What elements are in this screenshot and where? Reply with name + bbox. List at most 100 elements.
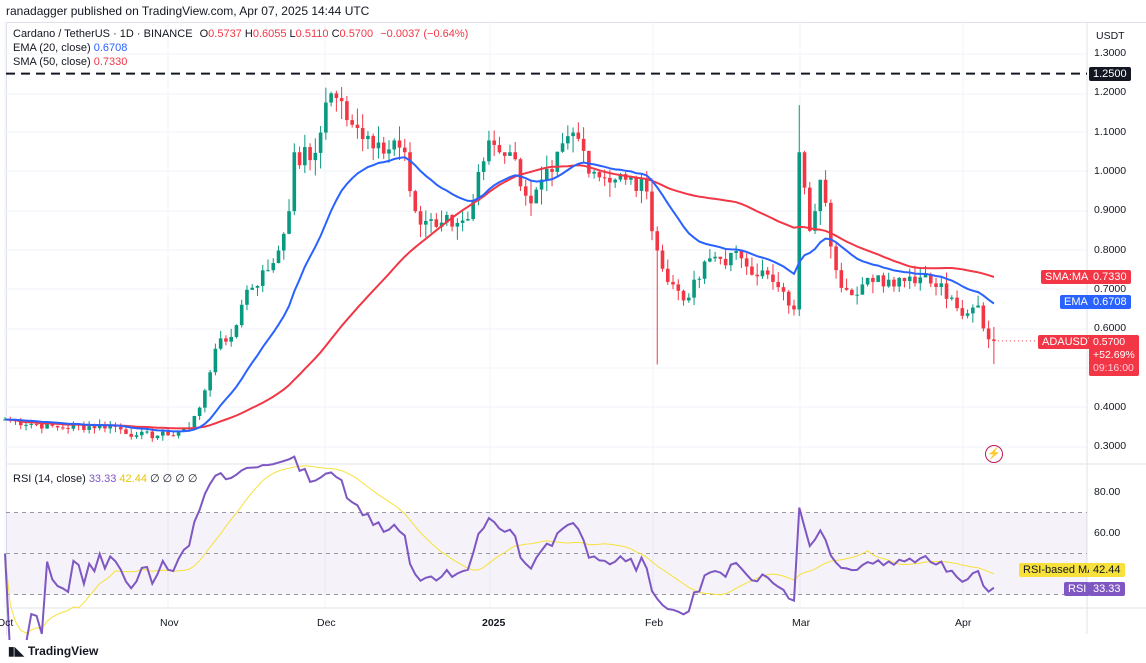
- rsi-legend[interactable]: RSI (14, close) 33.33 42.44 ∅ ∅ ∅ ∅: [13, 472, 198, 485]
- candle-body: [471, 200, 475, 220]
- candle-body: [161, 431, 165, 436]
- candle-body: [655, 231, 660, 251]
- time-tick: Dec: [317, 617, 336, 629]
- rsi-price-tag: 33.33: [1089, 582, 1125, 596]
- price-tick: 1.3000: [1094, 47, 1127, 59]
- price-tick: 1.1000: [1094, 125, 1127, 138]
- candle-body: [71, 424, 76, 429]
- candle-body: [713, 256, 717, 259]
- candle-body: [103, 424, 107, 429]
- lightning-icon[interactable]: ⚡: [985, 445, 1003, 463]
- symbol-legend: Cardano / TetherUS · 1D · BINANCE O0.573…: [13, 28, 468, 40]
- candle-body: [708, 258, 712, 262]
- candle-body: [829, 202, 833, 247]
- candle-body: [687, 297, 691, 301]
- ema-value: 0.6708: [93, 42, 128, 54]
- candle-body: [618, 174, 623, 180]
- time-tick: Mar: [792, 617, 811, 629]
- candle-body: [345, 101, 349, 121]
- candle-body: [476, 171, 481, 201]
- candle-body: [818, 179, 823, 212]
- candle-body: [339, 98, 344, 102]
- sma-legend[interactable]: SMA (50, close) 0.7330: [13, 56, 127, 68]
- candle-body: [255, 285, 260, 288]
- candle-body: [544, 168, 549, 180]
- rsi-line: [4, 455, 995, 640]
- high-label: H: [244, 28, 253, 40]
- candle-body: [208, 372, 212, 391]
- candle-body: [418, 211, 423, 225]
- candle-body: [450, 214, 454, 227]
- candle-body: [560, 143, 565, 152]
- candle-body: [118, 426, 123, 430]
- candle-body: [918, 277, 923, 284]
- candle-body: [971, 307, 975, 314]
- candle-body: [45, 422, 49, 429]
- candle-body: [876, 275, 880, 282]
- candle-body: [402, 147, 407, 153]
- close-value: 0.5700: [339, 28, 374, 40]
- sma-label: SMA (50, close): [13, 56, 91, 68]
- candle-body: [455, 222, 460, 227]
- candle-body: [850, 289, 854, 296]
- candle-body: [923, 274, 928, 278]
- candle-body: [739, 251, 744, 259]
- candle-body: [466, 219, 470, 221]
- candle-body: [681, 290, 686, 301]
- candle-body: [650, 191, 654, 232]
- candle-body: [355, 124, 360, 128]
- candle-body: [902, 278, 907, 282]
- candle-body: [376, 142, 381, 149]
- candle-body: [897, 278, 901, 287]
- candle-body: [176, 431, 181, 436]
- candle-body: [34, 423, 39, 425]
- candle-body: [502, 152, 507, 156]
- candle-body: [92, 426, 97, 429]
- candle-body: [697, 278, 702, 280]
- candle-body: [392, 140, 397, 150]
- candle-body: [224, 338, 228, 342]
- candle-body: [834, 246, 838, 271]
- price-tick: 1.2000: [1094, 86, 1127, 99]
- close-label: C: [331, 28, 340, 40]
- candle-body: [723, 258, 728, 266]
- low-label: L: [289, 28, 296, 40]
- symbol-name[interactable]: Cardano / TetherUS · 1D · BINANCE: [13, 28, 193, 40]
- currency-label[interactable]: USDT: [1096, 30, 1125, 42]
- candle-body: [387, 149, 391, 154]
- sma-tag: SMA:MA: [1041, 270, 1093, 284]
- candle-body: [639, 178, 644, 191]
- candle-body: [955, 297, 959, 309]
- candle-body: [508, 152, 512, 156]
- price-tick: 1.0000: [1094, 164, 1127, 177]
- ema-line: [4, 156, 995, 433]
- candle-body: [986, 328, 991, 340]
- candle-body: [792, 305, 796, 310]
- candle-body: [497, 144, 502, 153]
- candle-body: [839, 270, 844, 288]
- candle-body: [976, 305, 980, 308]
- price-chart[interactable]: [0, 0, 1146, 640]
- candle-body: [145, 431, 149, 433]
- hline-price-tag: 1.2500: [1089, 67, 1131, 81]
- candle-body: [702, 261, 707, 279]
- candle-body: [692, 279, 696, 298]
- rsi-ma-price-tag: 42.44: [1089, 563, 1125, 577]
- candle-body: [539, 179, 544, 190]
- candle-body: [108, 425, 112, 429]
- candle-body: [981, 305, 986, 329]
- sma-value: 0.7330: [93, 56, 128, 68]
- high-value: 0.6055: [252, 28, 287, 40]
- candle-body: [134, 435, 139, 437]
- ema-price-tag: 0.6708: [1089, 295, 1131, 309]
- candle-body: [460, 220, 465, 223]
- tradingview-logo[interactable]: ▮◣ TradingView: [8, 644, 98, 658]
- candle-body: [597, 171, 602, 178]
- candle-body: [87, 426, 91, 430]
- candle-body: [550, 168, 554, 172]
- candle-body: [366, 135, 370, 140]
- candle-body: [581, 138, 586, 151]
- candle-body: [297, 152, 302, 166]
- ema-legend[interactable]: EMA (20, close) 0.6708: [13, 42, 127, 54]
- candle-body: [555, 151, 560, 172]
